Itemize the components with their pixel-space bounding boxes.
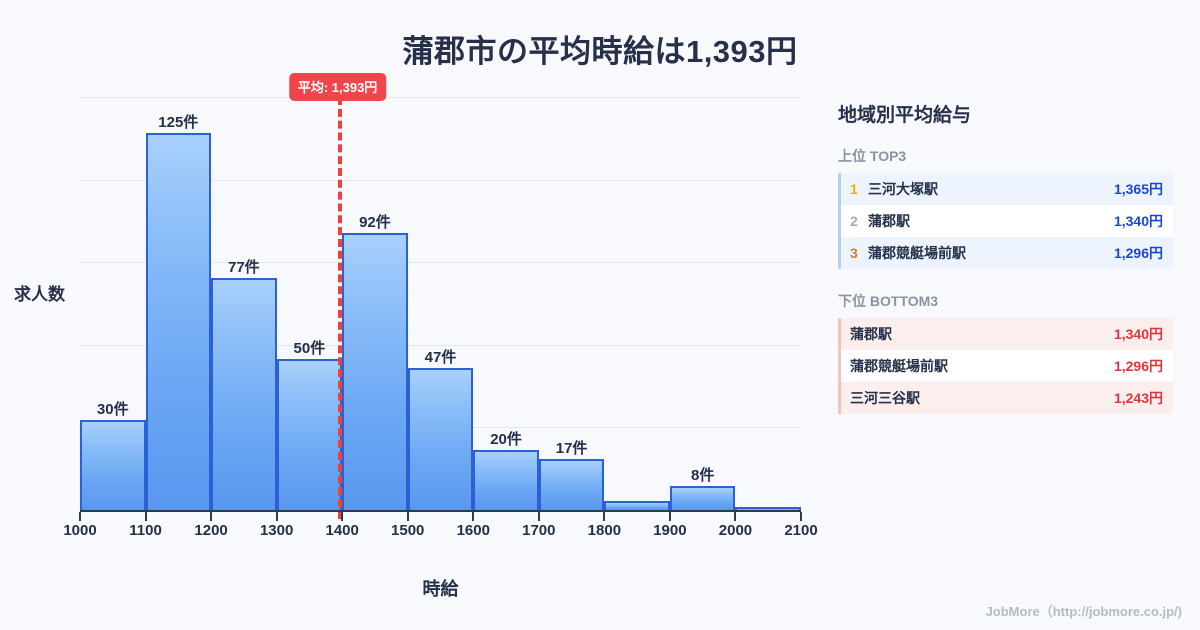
x-tick: [341, 512, 344, 521]
station-name: 三河大塚駅: [868, 181, 938, 197]
station-wage: 1,243円: [1113, 390, 1163, 406]
top3-table: 1 三河大塚駅 1,365円 2 蒲郡駅 1,340円 3 蒲郡競艇場前駅 1,296円: [838, 173, 1173, 269]
x-tick: [537, 512, 540, 521]
station-wage: 1,340円: [1113, 326, 1163, 342]
x-tick-label: 2100: [784, 522, 818, 539]
gridline: [80, 262, 801, 264]
station-name: 蒲郡競艇場前駅: [868, 245, 966, 261]
histogram-chart: 求人数 30件 125件 77件 50件 92件 47件 20件 17件 8件 平均: 1,393…: [0, 73, 830, 610]
page-title: 蒲郡市の平均時給は1,393円: [402, 34, 798, 69]
station-name: 蒲郡競艇場前駅: [850, 358, 948, 374]
footer-attribution: JobMore（http://jobmore.co.jp/): [985, 604, 1182, 619]
histogram-bar: [407, 368, 474, 510]
bottom3-row[interactable]: 蒲郡駅 1,340円: [841, 318, 1173, 350]
x-tick-label: 1000: [63, 522, 97, 539]
panel-title: 地域別平均給与: [838, 105, 972, 126]
x-tick: [79, 512, 81, 521]
station-wage: 1,365円: [1113, 181, 1163, 197]
x-tick-label: 1100: [129, 522, 162, 539]
histogram-bar: [735, 507, 801, 510]
x-tick: [734, 512, 737, 521]
x-tick-label: 1300: [259, 522, 294, 539]
gridline: [80, 344, 801, 346]
x-axis-title: 時給: [422, 579, 459, 599]
rank-number: 1: [850, 181, 858, 197]
x-tick: [603, 512, 606, 521]
histogram-bar: [538, 458, 605, 510]
bar-value-label: 30件: [96, 400, 129, 418]
station-name: 三河三谷駅: [850, 390, 920, 406]
plot-area: 30件 125件 77件 50件 92件 47件 20件 17件 8件 平均: 1,393円: [80, 73, 801, 519]
bar-value-label: 77件: [228, 258, 260, 276]
mean-badge: 平均: 1,393円: [288, 73, 387, 101]
histogram-bar: [145, 133, 212, 510]
station-wage: 1,296円: [1113, 358, 1163, 374]
histogram-bar: [604, 500, 670, 510]
x-tick-label: 1900: [653, 522, 687, 539]
station-name: 蒲郡駅: [868, 213, 910, 229]
x-tick-label: 1400: [325, 522, 359, 539]
histogram-bar: [80, 419, 146, 510]
bar-value-label: 8件: [691, 466, 715, 484]
histogram-bar: [342, 232, 408, 510]
bar-value-label: 125件: [158, 114, 199, 132]
histogram-bar: [473, 449, 539, 510]
x-tick-label: 1700: [522, 522, 556, 539]
mean-line: [337, 97, 342, 519]
rank-number: 3: [850, 245, 858, 261]
x-tick-label: 2000: [718, 522, 753, 539]
station-wage: 1,340円: [1113, 213, 1163, 229]
bar-value-label: 47件: [424, 349, 457, 367]
bar-value-label: 50件: [293, 340, 326, 358]
bottom3-table: 蒲郡駅 1,340円蒲郡競艇場前駅 1,296円三河三谷駅 1,243円: [838, 318, 1173, 414]
bar-value-label: 17件: [555, 439, 588, 457]
bar-value-label: 92件: [359, 213, 391, 231]
gridline: [80, 97, 801, 98]
bottom3-row[interactable]: 三河三谷駅 1,243円: [841, 382, 1173, 414]
x-tick: [144, 512, 147, 521]
gridline: [80, 179, 801, 181]
x-tick-label: 1200: [194, 522, 228, 539]
station-wage: 1,296円: [1113, 245, 1163, 261]
top3-section-title: 上位 TOP3: [838, 148, 907, 164]
region-salary-panel: 地域別平均給与 上位 TOP3 1 三河大塚駅 1,365円 2 蒲郡駅 1,340円 3 蒲…: [838, 100, 1173, 436]
x-tick: [472, 512, 475, 521]
x-tick-label: 1800: [587, 522, 622, 539]
histogram-bar: [211, 277, 277, 510]
x-tick: [275, 512, 278, 521]
x-tick-label: 1500: [391, 522, 425, 539]
bottom3-section-title: 下位 BOTTOM3: [838, 293, 939, 309]
histogram-bar: [276, 359, 343, 510]
rank-number: 2: [850, 213, 858, 229]
top3-row[interactable]: 1 三河大塚駅 1,365円: [841, 173, 1173, 205]
bar-value-label: 20件: [490, 430, 522, 448]
bottom3-row[interactable]: 蒲郡競艇場前駅 1,296円: [841, 350, 1173, 382]
x-axis-line: [80, 510, 801, 512]
x-tick: [210, 512, 213, 521]
station-name: 蒲郡駅: [850, 326, 892, 342]
x-tick: [800, 512, 802, 521]
top3-row[interactable]: 2 蒲郡駅 1,340円: [841, 205, 1173, 237]
top3-row[interactable]: 3 蒲郡競艇場前駅 1,296円: [841, 237, 1173, 269]
y-axis-title: 求人数: [14, 285, 65, 304]
x-tick: [406, 512, 409, 521]
x-tick-label: 1600: [456, 522, 490, 539]
histogram-bar: [669, 485, 736, 510]
x-tick: [668, 512, 671, 521]
